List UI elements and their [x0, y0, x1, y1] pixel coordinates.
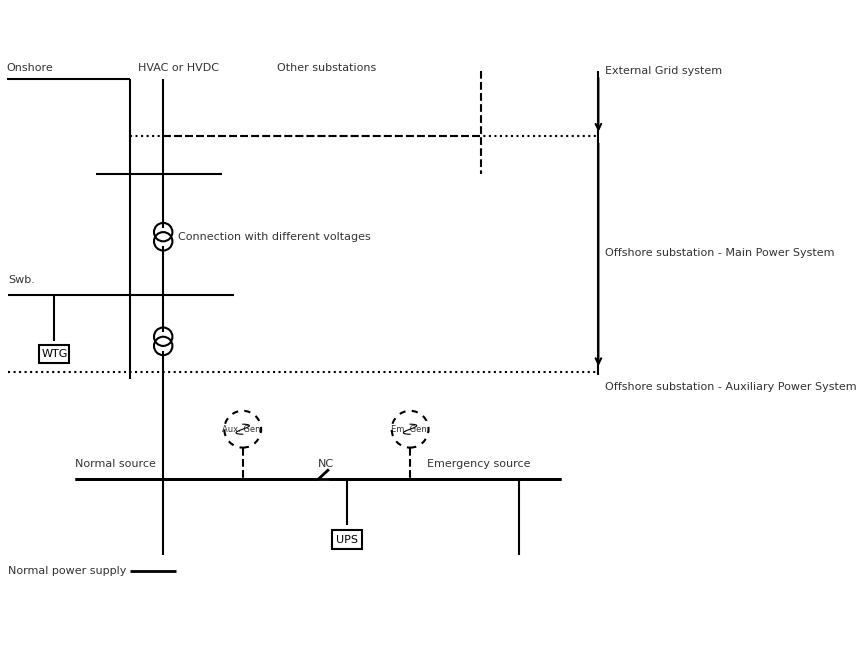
- Text: Em. Gen.: Em. Gen.: [391, 424, 429, 433]
- Text: Aux. Gen.: Aux. Gen.: [222, 424, 264, 433]
- Text: Normal source: Normal source: [75, 459, 156, 470]
- Text: WTG: WTG: [41, 349, 67, 359]
- Text: Offshore substation - Main Power System: Offshore substation - Main Power System: [605, 248, 835, 259]
- Text: Connection with different voltages: Connection with different voltages: [178, 232, 371, 242]
- Text: Offshore substation - Auxiliary Power System: Offshore substation - Auxiliary Power Sy…: [605, 382, 857, 392]
- Text: Other substations: Other substations: [276, 63, 376, 73]
- Text: Emergency source: Emergency source: [427, 459, 530, 470]
- Text: Normal power supply: Normal power supply: [9, 566, 127, 577]
- Text: External Grid system: External Grid system: [605, 66, 722, 76]
- Text: Onshore: Onshore: [7, 63, 54, 73]
- Text: HVAC or HVDC: HVAC or HVDC: [138, 63, 219, 73]
- Text: Swb.: Swb.: [9, 275, 35, 285]
- Text: UPS: UPS: [336, 535, 359, 544]
- Text: NC: NC: [318, 459, 334, 470]
